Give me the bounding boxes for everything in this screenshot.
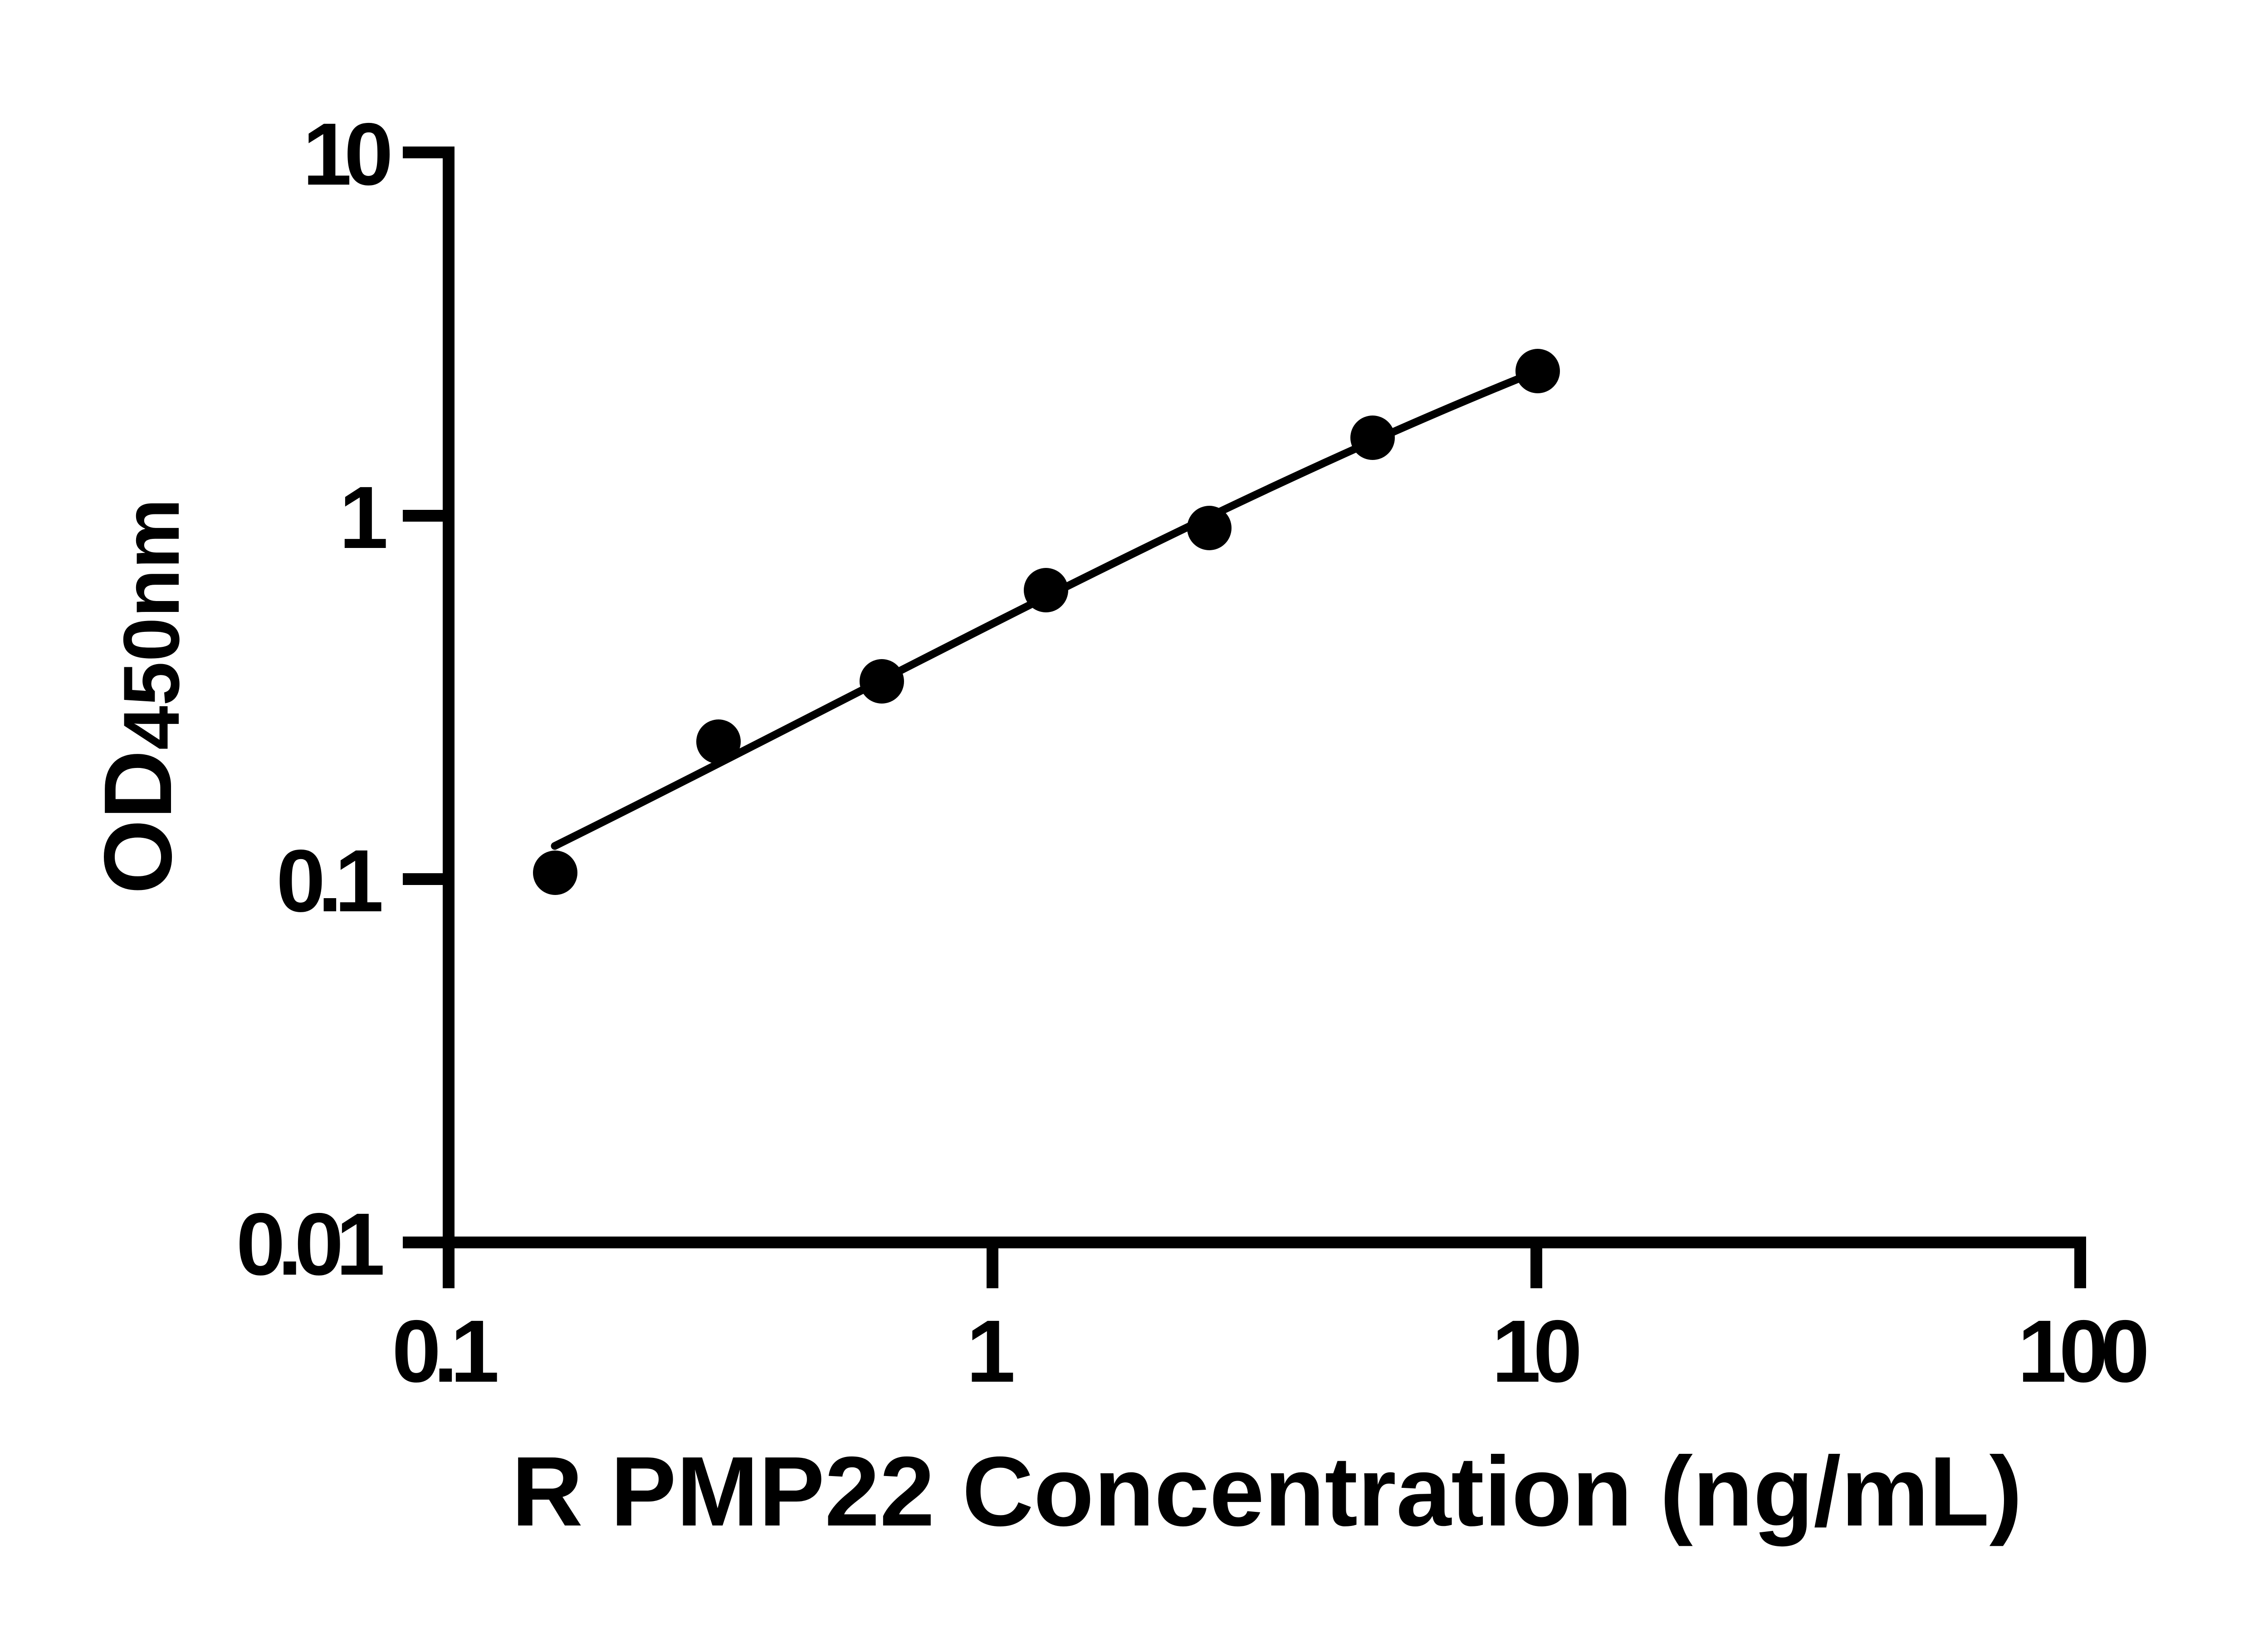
svg-text:100: 100 (2018, 1302, 2146, 1401)
svg-text:R PMP22 Concentration (ng/mL): R PMP22 Concentration (ng/mL) (512, 1437, 2023, 1547)
svg-text:0.1: 0.1 (276, 831, 382, 930)
svg-text:1: 1 (966, 1302, 1013, 1401)
svg-text:0.01: 0.01 (236, 1195, 383, 1294)
svg-text:10: 10 (303, 105, 390, 204)
svg-text:0.1: 0.1 (392, 1302, 498, 1401)
svg-text:1: 1 (339, 468, 386, 567)
svg-text:OD450nm: OD450nm (84, 499, 196, 894)
svg-text:10: 10 (1492, 1302, 1579, 1401)
